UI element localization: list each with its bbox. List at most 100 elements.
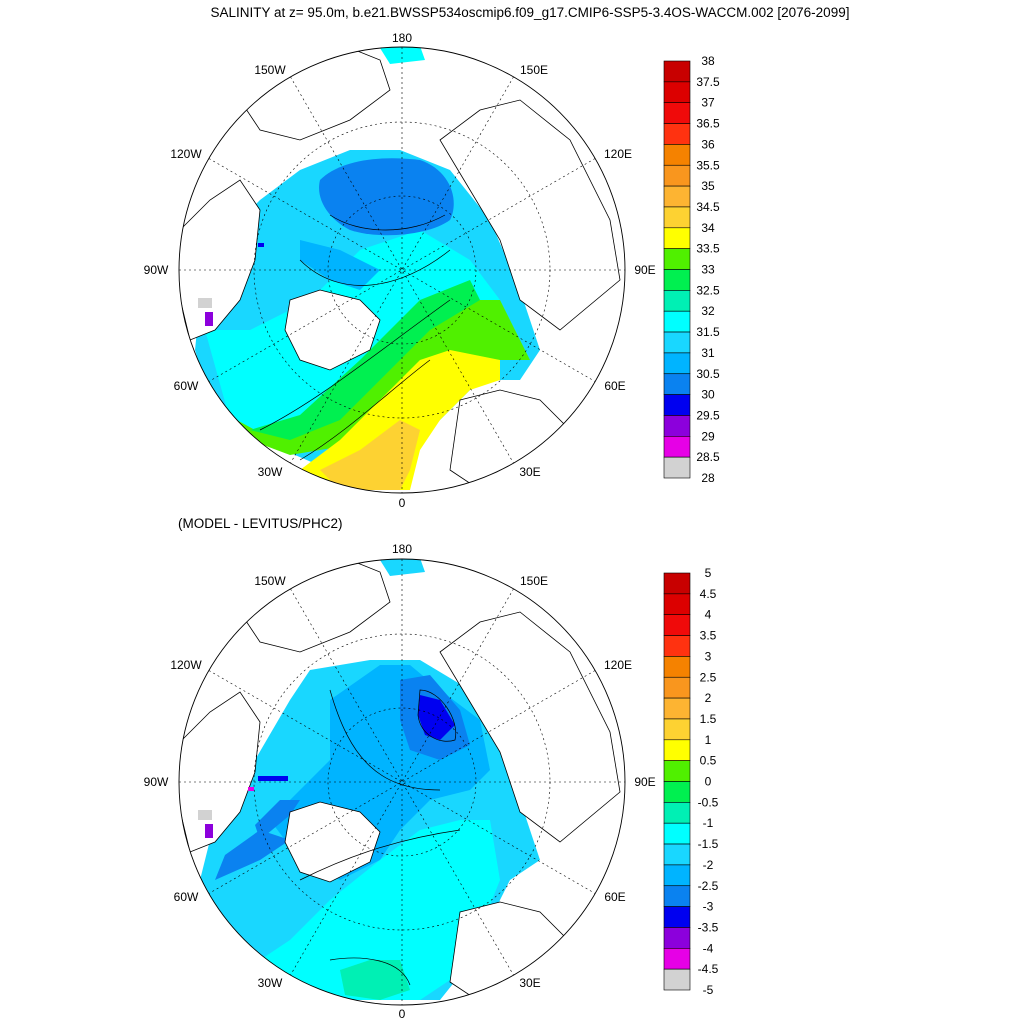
colorbar-swatch [663, 802, 691, 824]
colorbar-label: 4.5 [700, 587, 717, 601]
colorbar-label: 36 [701, 137, 715, 151]
colorbar-label: 31 [701, 346, 715, 360]
top-lbl-120w: 120W [170, 147, 202, 161]
top-lon-labels: 180 150W 150E 120W 120E 90W 90E 60W 60E … [144, 31, 656, 510]
colorbar-swatch [663, 927, 691, 949]
bot-lbl-150e: 150E [520, 574, 548, 588]
colorbar-label: 1.5 [700, 712, 717, 726]
bot-lbl-30e: 30E [519, 976, 540, 990]
bot-ocean-band2 [255, 800, 300, 840]
bot-lbl-180: 180 [392, 542, 412, 556]
colorbar-label: 3.5 [700, 629, 717, 643]
top-lbl-90e: 90E [634, 263, 655, 277]
top-contour-2 [299, 249, 451, 286]
top-lbl-30e: 30E [519, 465, 540, 479]
bottom-subtitle: (MODEL - LEVITUS/PHC2) [178, 516, 343, 531]
top-lbl-30w: 30W [258, 465, 283, 479]
bot-patch-gray [198, 810, 212, 820]
bottom-graticule [179, 559, 625, 1005]
colorbar-label: 33 [701, 263, 715, 277]
bot-patch-purple [205, 824, 213, 838]
colorbar-swatch [663, 352, 691, 375]
bot-patch-blue [258, 776, 288, 781]
colorbar-label: 31.5 [696, 325, 720, 339]
top-alaska-land [239, 47, 391, 141]
bot-lbl-30w: 30W [258, 976, 283, 990]
colorbar-label: 30 [701, 388, 715, 402]
colorbar-label: 33.5 [696, 242, 720, 256]
bot-top-strip [380, 559, 425, 576]
colorbar-label: 38 [701, 54, 715, 68]
colorbar-swatch [663, 144, 691, 166]
colorbar-swatch [663, 864, 691, 887]
colorbar-swatch [663, 227, 691, 249]
colorbar-swatch [663, 947, 691, 970]
colorbar-label: -4.5 [698, 962, 719, 976]
bottom-lon-labels: 180 150W 150E 120W 120E 90W 90E 60W 60E … [144, 542, 656, 1021]
colorbar-label: 2.5 [700, 670, 717, 684]
figure-title: SALINITY at z= 95.0m, b.e21.BWSSP534oscm… [211, 5, 850, 20]
colorbar-swatch [663, 656, 691, 678]
colorbar-swatch [663, 739, 691, 761]
colorbar-label: 1 [705, 733, 712, 747]
colorbar-swatch [663, 394, 691, 416]
top-contour-3 [259, 299, 451, 431]
colorbar-swatch [663, 185, 691, 208]
bot-siberia-land [439, 611, 621, 843]
bot-lbl-0: 0 [399, 1007, 406, 1021]
bot-ocean-zero [340, 960, 410, 1000]
colorbar-label: 37.5 [696, 75, 720, 89]
top-siberia-land [439, 99, 621, 331]
colorbar-swatch [663, 885, 691, 907]
colorbar-swatch [663, 781, 691, 803]
colorbar-label: -0.5 [698, 795, 719, 809]
bot-contour-4 [329, 957, 411, 986]
colorbar-swatch [663, 310, 691, 333]
colorbar-label: -5 [703, 983, 714, 997]
colorbar-swatch [663, 718, 691, 741]
colorbar-label: -3 [703, 900, 714, 914]
bottom-map-border [178, 558, 626, 1006]
colorbar-label: -3.5 [698, 920, 719, 934]
colorbar-swatch [663, 697, 691, 720]
top-greenland [284, 289, 381, 371]
bot-patch-magenta [248, 787, 254, 791]
colorbar-label: -4 [703, 941, 714, 955]
colorbar-swatch [663, 760, 691, 782]
top-lbl-120e: 120E [604, 147, 632, 161]
bot-ocean-minus0p5 [260, 820, 500, 1000]
top-contour-4 [299, 359, 431, 461]
top-lbl-0: 0 [399, 496, 406, 510]
bot-europe-land [449, 901, 581, 1003]
top-map: 180 150W 150E 120W 120E 90W 90E 60W 60E … [144, 31, 656, 510]
bottom-map: 180 150W 150E 120W 120E 90W 90E 60W 60E … [144, 542, 656, 1021]
top-patch-purple [205, 312, 213, 326]
colorbar-swatch [663, 676, 691, 699]
top-map-fields [179, 47, 621, 491]
top-lbl-150e: 150E [520, 63, 548, 77]
colorbar-swatch [663, 164, 691, 187]
colorbar-label: 30.5 [696, 367, 720, 381]
bot-lbl-120w: 120W [170, 658, 202, 672]
bot-lbl-90w: 90W [144, 775, 169, 789]
bot-alaska-land [239, 559, 391, 653]
colorbar-label: -2.5 [698, 879, 719, 893]
colorbar-swatch [663, 968, 691, 991]
colorbar-swatch [663, 572, 691, 595]
colorbar-label: -2 [703, 858, 714, 872]
bot-ocean-band [215, 830, 290, 880]
colorbar-swatch [663, 331, 691, 354]
colorbar-label: -1.5 [698, 837, 719, 851]
colorbar-swatch [663, 843, 691, 866]
top-lbl-180: 180 [392, 31, 412, 45]
colorbar-swatch [663, 906, 691, 928]
colorbar-label: 28 [701, 471, 715, 485]
colorbar-label: 37 [701, 96, 715, 110]
top-lbl-150w: 150W [254, 63, 286, 77]
colorbar-label: 36.5 [696, 117, 720, 131]
colorbar-label: 32.5 [696, 283, 720, 297]
bot-contour-1 [329, 689, 441, 791]
bot-lbl-60w: 60W [174, 890, 199, 904]
top-top-strip [380, 47, 425, 64]
